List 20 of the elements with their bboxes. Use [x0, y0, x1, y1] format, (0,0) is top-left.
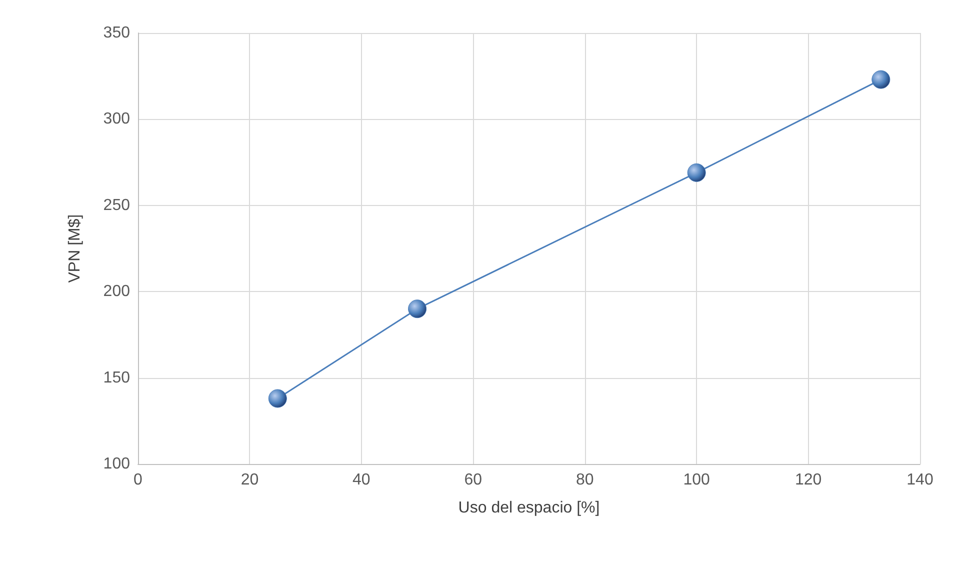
point — [268, 389, 287, 408]
point — [687, 163, 706, 182]
point — [408, 300, 427, 318]
y-tick-label: 300 — [103, 110, 130, 128]
y-axis-title: VPN [M$] — [66, 214, 84, 283]
y-tick-label: 200 — [103, 283, 130, 300]
x-tick-label: 140 — [906, 472, 934, 488]
x-tick-label: 100 — [683, 472, 710, 488]
x-tick-label: 60 — [464, 472, 482, 488]
point — [872, 70, 890, 89]
y-tick-label: 250 — [103, 196, 130, 214]
x-tick-label: 80 — [576, 472, 594, 488]
x-tick-label: 0 — [134, 472, 143, 488]
x-axis-title: Uso del espacio [%] — [458, 500, 600, 516]
x-tick-label: 20 — [240, 472, 259, 488]
y-tick-label: 150 — [103, 369, 130, 386]
x-tick-label: 40 — [352, 472, 370, 488]
x-tick-label: 120 — [794, 472, 822, 488]
y-tick-label: 350 — [103, 24, 130, 42]
y-tick-label: 100 — [103, 456, 130, 472]
